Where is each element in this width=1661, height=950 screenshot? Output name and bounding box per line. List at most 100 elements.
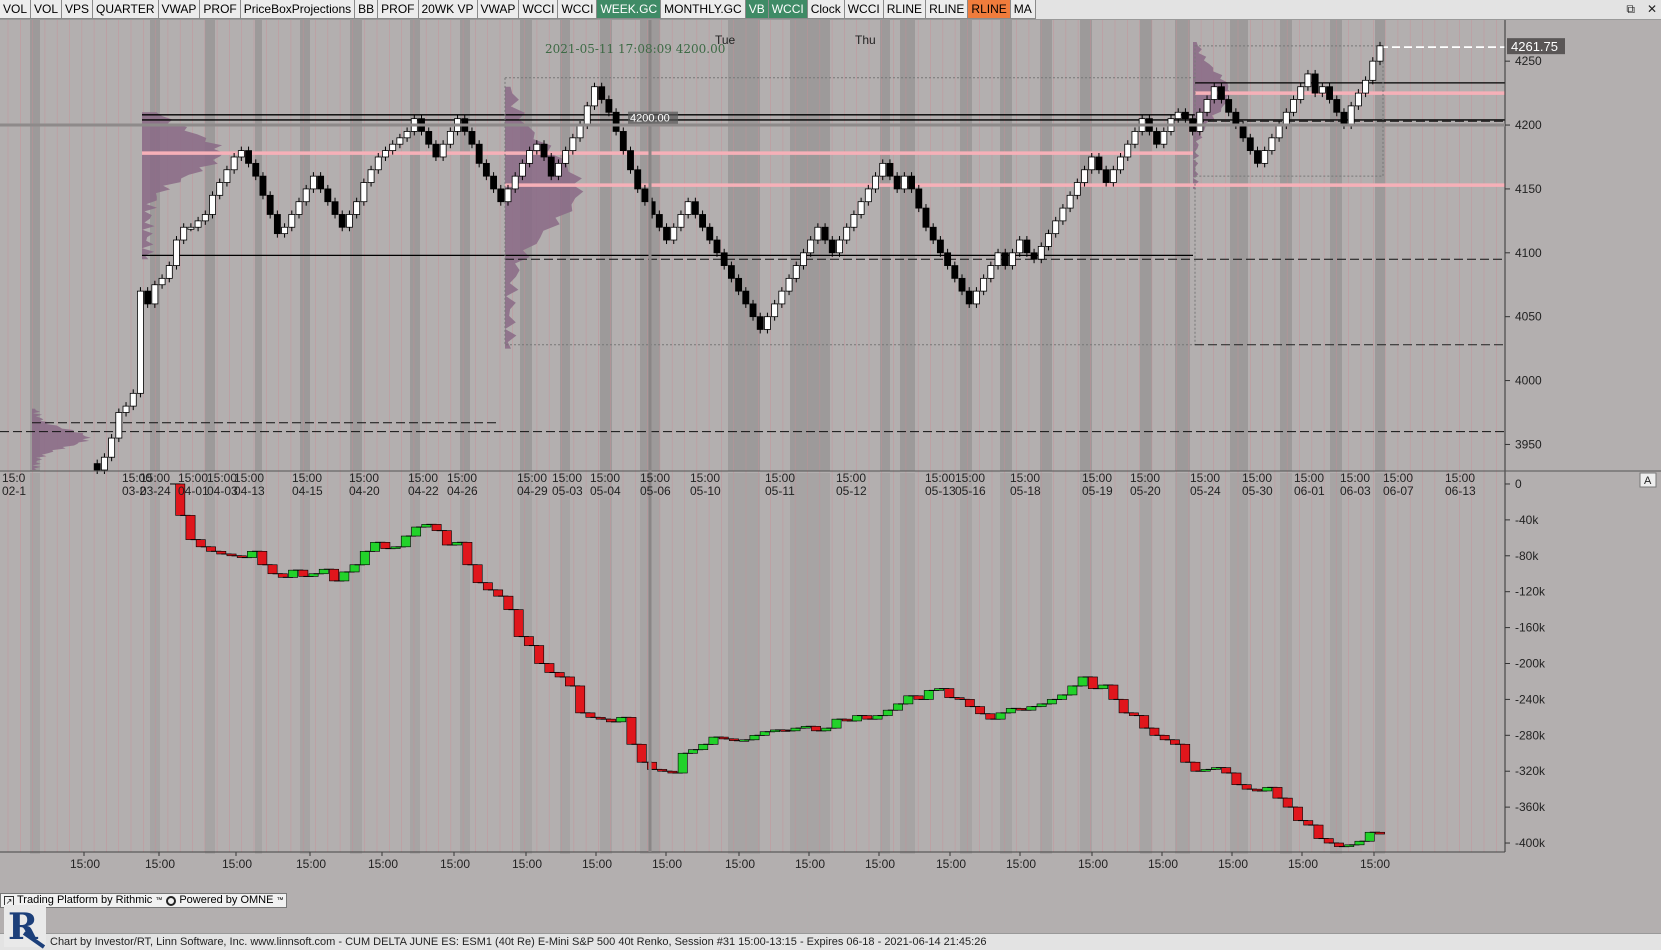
price-x-time-3: 15:00	[178, 471, 208, 485]
price-candle-7	[137, 290, 144, 394]
toolbar-button-vb-15[interactable]: VB	[745, 0, 769, 19]
vertical-gridlines	[7, 20, 1497, 852]
restore-icon[interactable]: ⧉	[1626, 2, 1635, 16]
price-candle-2	[100, 456, 108, 471]
price-x-time-1: 15:00	[122, 471, 152, 485]
delta-panel-tag: A	[1644, 475, 1652, 487]
delta-axis-label-4: -160k	[1515, 621, 1546, 635]
price-candle-175	[1347, 105, 1355, 126]
delta-candle-42	[595, 717, 606, 720]
price-candle-63	[540, 143, 548, 158]
delta-session-band-1	[150, 473, 160, 854]
session-band-0	[30, 20, 40, 471]
delta-axis-label-7: -280k	[1515, 728, 1546, 742]
price-candle-9	[151, 284, 159, 305]
delta-candle-36	[534, 645, 545, 664]
price-axis-label-4: 4150	[1515, 182, 1542, 196]
delta-session-band-0	[30, 473, 40, 854]
toolbar-button-vps-2[interactable]: VPS	[62, 0, 94, 19]
toolbar-button-wcci-18[interactable]: WCCI	[844, 0, 884, 19]
toolbar-button-vwap-10[interactable]: VWAP	[477, 0, 520, 19]
toolbar-button-ma-22[interactable]: MA	[1010, 0, 1036, 19]
close-icon[interactable]: ✕	[1646, 2, 1657, 16]
price-x-date-8: 04-22	[408, 484, 439, 498]
price-candle-158	[1225, 99, 1233, 113]
toolbar-button-quarter-3[interactable]: QUARTER	[93, 0, 159, 19]
price-x-time-19: 15:00	[1010, 471, 1040, 485]
delta-candle-47	[647, 761, 657, 770]
delta-session-band-18	[1040, 473, 1052, 854]
session-band-9	[560, 20, 570, 471]
delta-candle-56	[739, 739, 750, 742]
price-x-date-20: 05-19	[1082, 484, 1113, 498]
delta-candle-76	[944, 688, 955, 698]
cursor-price-tag: 4200.00	[630, 113, 670, 125]
session-band-5	[350, 20, 362, 471]
price-x-time-4: 15:00	[207, 471, 237, 485]
delta-candle-4	[206, 546, 216, 552]
toolbar-button-clock-17[interactable]: Clock	[807, 0, 845, 19]
delta-candle-37	[544, 663, 555, 673]
toolbar-button-rline-20[interactable]: RLINE	[926, 0, 969, 19]
delta-x-label-6: 15:00	[512, 857, 542, 871]
toolbar-button-vwap-4[interactable]: VWAP	[158, 0, 201, 19]
delta-candle-108	[1272, 787, 1283, 799]
price-candle-99	[800, 252, 807, 266]
price-x-date-27: 06-13	[1445, 484, 1476, 498]
price-candle-148	[1153, 131, 1161, 145]
toolbar-button-rline-21[interactable]: RLINE	[968, 0, 1011, 19]
price-candle-105	[843, 226, 851, 241]
toolbar-button-rline-19[interactable]: RLINE	[883, 0, 927, 19]
delta-candle-58	[759, 731, 770, 736]
price-candle-118	[936, 239, 944, 254]
toolbar-button-monthly-gc-14[interactable]: MONTHLY.GC	[661, 0, 746, 19]
delta-candle-15	[318, 568, 329, 575]
delta-candle-96	[1149, 727, 1160, 736]
toolbar-button-vol-1[interactable]: VOL	[31, 0, 63, 19]
delta-x-label-15: 15:00	[1148, 857, 1178, 871]
toolbar-button-wcci-16[interactable]: WCCI	[768, 0, 808, 19]
session-band-22	[1230, 20, 1248, 471]
price-candle-21	[237, 150, 245, 158]
chart-area[interactable]: 3950 4000 4050 4100 4150 4200 4250 0 -40k -80k -12…	[0, 20, 1661, 933]
price-candle-115	[915, 188, 923, 209]
price-x-date-16: 05-12	[836, 484, 867, 498]
profile-box-june	[1194, 45, 1384, 177]
price-candle-172	[1326, 86, 1333, 100]
toolbar-button-20wk-vp-9[interactable]: 20WK VP	[418, 0, 478, 19]
delta-session-band-9	[560, 473, 570, 854]
price-candle-42	[389, 143, 397, 151]
toolbar-button-week-gc-13[interactable]: WEEK.GC	[597, 0, 662, 19]
delta-session-band-2	[205, 473, 215, 854]
price-candle-58	[504, 188, 512, 203]
delta-session-band-12	[728, 473, 760, 854]
delta-candle-50	[677, 752, 688, 774]
toolbar-button-prof-8[interactable]: PROF	[378, 0, 419, 19]
price-candle-54	[475, 143, 483, 164]
delta-candle-54	[718, 736, 729, 740]
toolbar-button-prof-5[interactable]: PROF	[200, 0, 241, 19]
price-x-date-2: 03-24	[140, 484, 171, 498]
delta-candle-90	[1087, 676, 1098, 689]
delta-candle-99	[1180, 743, 1191, 763]
price-candle-31	[309, 175, 317, 190]
price-x-time-21: 15:00	[1130, 471, 1160, 485]
price-candle-94	[764, 316, 771, 330]
delta-candle-19	[359, 550, 370, 566]
session-band-6	[410, 20, 420, 471]
toolbar-button-wcci-12[interactable]: WCCI	[558, 0, 598, 19]
toolbar-button-wcci-11[interactable]: WCCI	[519, 0, 559, 19]
session-band-4	[300, 20, 310, 471]
price-x-date-17: 05-13	[925, 484, 956, 498]
price-candle-111	[886, 162, 894, 177]
delta-candle-97	[1159, 735, 1170, 741]
price-candle-102	[821, 226, 829, 241]
price-candle-25	[266, 194, 274, 215]
toolbar-button-priceboxprojections-6[interactable]: PriceBoxProjections	[240, 0, 356, 19]
toolbar-button-bb-7[interactable]: BB	[355, 0, 379, 19]
delta-candle-2	[185, 515, 196, 540]
price-candle-27	[281, 226, 289, 235]
toolbar-button-vol-0[interactable]: VOL	[0, 0, 32, 19]
price-x-time-10: 15:00	[517, 471, 547, 485]
delta-candle-93	[1118, 699, 1129, 714]
